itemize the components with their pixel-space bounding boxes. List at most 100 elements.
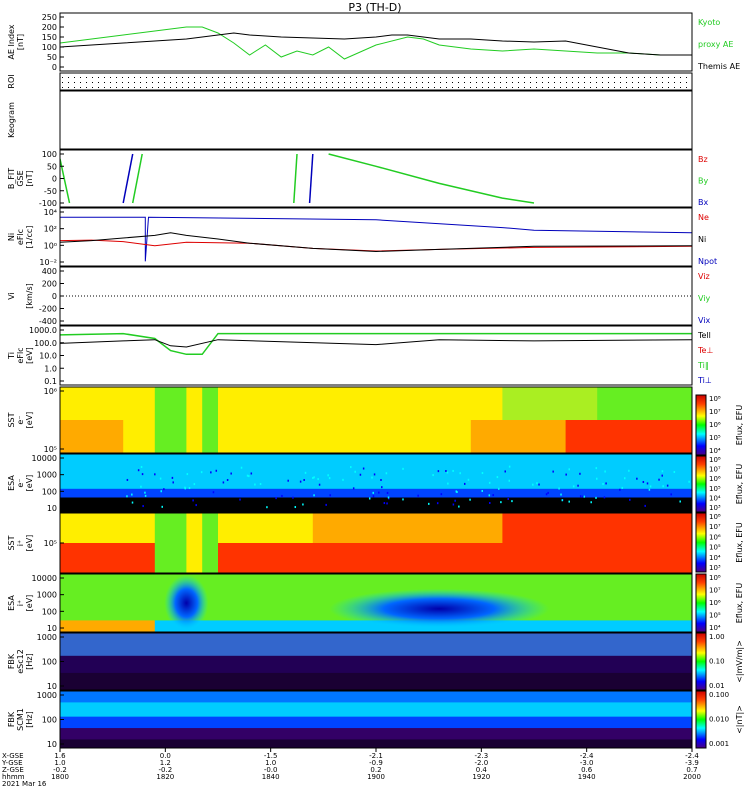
roi-dot (374, 77, 375, 78)
spectrogram-speckle (360, 474, 362, 476)
spectrogram-speckle (223, 481, 225, 483)
roi-dot (380, 82, 381, 83)
spectrogram-speckle (447, 471, 449, 473)
roi-dot (176, 82, 177, 83)
roi-dot (260, 82, 261, 83)
roi-dot (338, 87, 339, 88)
roi-dot (410, 82, 411, 83)
colorbar-label: Eflux, EFU (735, 464, 744, 505)
roi-dot (308, 77, 309, 78)
colorbar-scale (696, 456, 706, 512)
ylabel-keogram: Keogram (7, 102, 16, 138)
roi-dot (458, 77, 459, 78)
ytick-label: 0 (52, 63, 57, 72)
ylabel-ti: eFlc (16, 347, 25, 363)
roi-dot (128, 87, 129, 88)
roi-dot (596, 82, 597, 83)
spectrogram-speckle (628, 470, 630, 472)
spectrogram-speckle (468, 479, 470, 481)
roi-dot (560, 82, 561, 83)
colorbar-scale (696, 691, 706, 748)
colorbar-tick-label: 10⁴ (709, 624, 721, 632)
roi-dot (572, 77, 573, 78)
roi-dot (80, 82, 81, 83)
roi-dot (398, 87, 399, 88)
roi-dot (116, 77, 117, 78)
roi-dot (620, 87, 621, 88)
ylabel-esa_i: i⁺ (16, 600, 25, 606)
spectrogram-cell (60, 489, 693, 498)
spectrogram-speckle (363, 468, 365, 470)
roi-dot (416, 87, 417, 88)
roi-dot (236, 77, 237, 78)
ylabel-esa_e: e⁻ (16, 478, 25, 487)
ytick-label: -100 (39, 199, 57, 208)
ylabel-sst_i: SST (7, 535, 16, 550)
colorbar-tick-label: 0.010 (709, 716, 729, 724)
roi-dot (578, 77, 579, 78)
roi-dot (254, 82, 255, 83)
colorbar-5: 0.1000.0100.001<|nT|> (696, 691, 744, 748)
xaxis-value: 1920 (472, 773, 490, 781)
roi-dot (662, 87, 663, 88)
roi-dot (584, 87, 585, 88)
spectrogram-speckle (688, 481, 690, 483)
roi-dot (434, 77, 435, 78)
spectrogram-speckle (622, 487, 624, 489)
roi-dot (182, 87, 183, 88)
colorbar-tick-label: 0.100 (709, 691, 729, 699)
roi-dot (500, 77, 501, 78)
panel-frame (60, 13, 692, 71)
colorbar-tick-label: 0.01 (709, 682, 725, 690)
colorbar-tick-label: 10⁶ (709, 533, 721, 541)
roi-dot (494, 82, 495, 83)
roi-dot (284, 87, 285, 88)
legend-ti: Tell (697, 331, 711, 340)
roi-dot (434, 87, 435, 88)
ylabel-sst_e: SST (7, 412, 16, 427)
spectrogram-cell (60, 498, 693, 513)
roi-dot (176, 87, 177, 88)
roi-dot (326, 77, 327, 78)
ylabel-sst_i: i⁺ (16, 540, 25, 546)
roi-dot (578, 87, 579, 88)
roi-dot (68, 82, 69, 83)
spectrogram-speckle (374, 473, 376, 475)
roi-dot (590, 82, 591, 83)
roi-dot (446, 87, 447, 88)
roi-dot (572, 87, 573, 88)
panel-keogram: Keogram (7, 102, 16, 138)
spectrogram-speckle (459, 472, 461, 474)
ytick-label: 400 (42, 267, 57, 276)
page-title: P3 (TH-D) (348, 1, 401, 14)
ylabel-fbk_s: FBK (7, 711, 16, 727)
colorbar-4: 1.000.100.01<|mV/m|> (696, 633, 744, 690)
roi-dot (104, 82, 105, 83)
spectrogram-speckle (303, 479, 305, 481)
roi-dot (62, 87, 63, 88)
spectrogram-speckle (649, 489, 651, 491)
colorbar-tick-label: 10⁴ (709, 494, 721, 502)
roi-dot (608, 87, 609, 88)
roi-dot (440, 87, 441, 88)
spectrogram-speckle (131, 494, 133, 496)
roi-dot (122, 77, 123, 78)
spectrogram-speckle (605, 482, 607, 484)
roi-dot (224, 82, 225, 83)
spectrogram-cell (60, 702, 693, 717)
roi-dot (92, 82, 93, 83)
spectrogram-speckle (160, 478, 162, 480)
roi-dot (452, 77, 453, 78)
roi-dot (566, 87, 567, 88)
spectrogram-speckle (619, 489, 621, 491)
ion-depletion-blob (164, 575, 208, 631)
roi-dot (170, 82, 171, 83)
spectrogram-speckle (154, 473, 156, 475)
spectrogram-cell (155, 420, 187, 454)
colorbar-tick-label: 10⁷ (709, 587, 721, 595)
spectrogram-speckle (194, 483, 196, 485)
spectrogram-speckle (381, 486, 383, 488)
ytick-label: 10.0 (39, 352, 57, 361)
spectrogram-speckle (161, 506, 163, 508)
spectrogram-speckle (590, 501, 592, 503)
